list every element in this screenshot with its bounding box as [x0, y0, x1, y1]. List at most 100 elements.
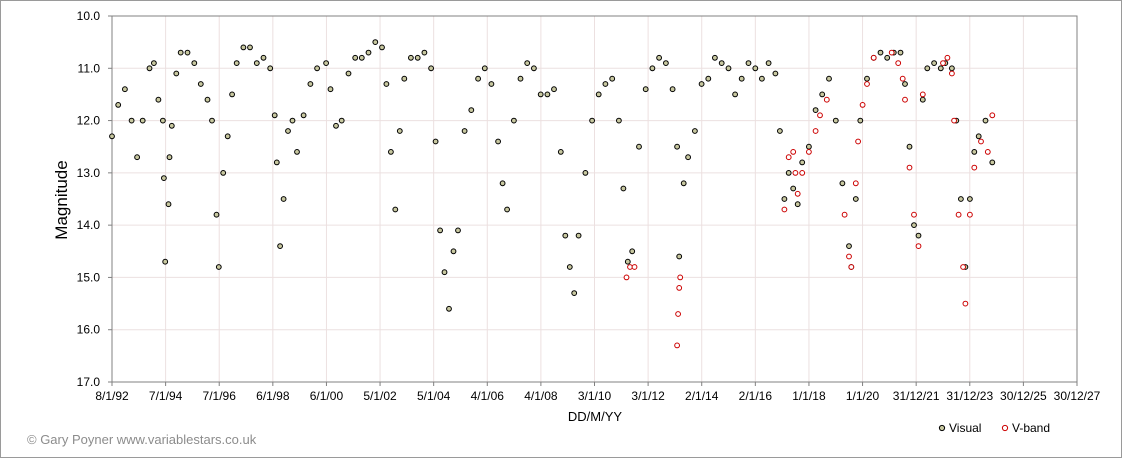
- visual-point: [365, 49, 372, 56]
- visual-point: [575, 232, 582, 239]
- visual-point: [437, 227, 444, 234]
- visual-point: [620, 185, 627, 192]
- visual-point: [300, 112, 307, 119]
- legend-vband-marker: [1001, 424, 1009, 432]
- visual-point: [649, 65, 656, 72]
- visual-point: [674, 143, 680, 150]
- visual-point: [450, 248, 457, 255]
- vband-point: [806, 149, 812, 155]
- visual-point: [461, 128, 468, 134]
- visual-point: [294, 149, 300, 155]
- visual-point: [806, 143, 812, 150]
- legend-vband-label: V-band: [1012, 421, 1050, 435]
- visual-point: [624, 258, 631, 265]
- visual-point: [338, 117, 345, 124]
- visual-point: [602, 81, 609, 87]
- x-tick-label: 31/12/21: [893, 389, 940, 403]
- y-tick-label: 10.0: [77, 9, 101, 23]
- vband-point: [951, 117, 957, 124]
- x-tick-label: 1/1/20: [846, 389, 880, 403]
- visual-point: [738, 75, 745, 82]
- visual-point: [379, 44, 385, 51]
- visual-point: [680, 180, 687, 187]
- legend-visual-marker: [938, 424, 946, 432]
- visual-point: [982, 117, 989, 124]
- vband-point: [984, 149, 991, 155]
- y-tick-label: 12.0: [77, 114, 101, 128]
- vband-point: [899, 75, 906, 82]
- visual-point: [155, 96, 162, 103]
- vband-point: [817, 112, 823, 119]
- vband-point: [675, 311, 681, 317]
- visual-point: [759, 75, 765, 82]
- x-tick-label: 1/1/18: [792, 389, 826, 403]
- vband-point: [911, 211, 917, 218]
- visual-point: [582, 170, 589, 176]
- grid: [112, 16, 1077, 382]
- vband-point: [676, 285, 683, 291]
- visual-point: [772, 70, 779, 77]
- visual-point: [260, 54, 267, 61]
- vband-point: [906, 164, 913, 171]
- vband-point: [919, 91, 926, 98]
- visual-point: [273, 159, 280, 166]
- visual-point: [475, 75, 482, 82]
- visual-point: [184, 49, 191, 56]
- visual-point: [396, 128, 403, 134]
- vband-point: [870, 54, 877, 61]
- visual-point: [745, 60, 752, 66]
- visual-point: [323, 60, 330, 66]
- visual-point: [636, 143, 642, 150]
- visual-point: [781, 196, 788, 202]
- visual-point: [906, 143, 913, 150]
- vband-point: [971, 164, 978, 171]
- visual-point: [799, 159, 806, 166]
- visual-point: [725, 65, 732, 72]
- x-tick-label: 4/1/08: [524, 389, 558, 403]
- visual-point: [571, 290, 578, 297]
- visual-point: [455, 227, 461, 234]
- vband-point: [949, 70, 955, 77]
- x-tick-label: 30/12/27: [1054, 389, 1101, 403]
- visual-point: [289, 117, 296, 124]
- visual-point: [428, 65, 435, 72]
- visual-point: [902, 81, 908, 87]
- visual-point: [924, 65, 931, 72]
- visual-point: [712, 54, 718, 61]
- visual-point: [209, 117, 215, 124]
- visual-point: [229, 91, 236, 98]
- visual-point: [280, 196, 287, 202]
- visual-point: [277, 243, 284, 250]
- visual-point: [388, 149, 394, 155]
- x-tick-label: 4/1/06: [471, 389, 505, 403]
- visual-point: [705, 75, 712, 82]
- visual-point: [314, 65, 321, 72]
- vband-point: [895, 60, 902, 66]
- visual-point: [517, 75, 524, 82]
- visual-point: [383, 81, 390, 87]
- vband-point: [841, 211, 848, 218]
- visual-point: [345, 70, 352, 77]
- vband-point: [623, 274, 630, 281]
- vband-point: [846, 253, 852, 260]
- x-tick-label: 7/1/94: [149, 389, 183, 403]
- visual-point: [122, 86, 128, 93]
- visual-point: [307, 81, 314, 87]
- visual-point: [488, 81, 495, 87]
- visual-point: [642, 86, 649, 93]
- visual-point: [676, 253, 683, 260]
- visual-point: [937, 65, 944, 72]
- visual-point: [812, 107, 819, 113]
- visual-point: [162, 258, 169, 265]
- visual-point: [253, 60, 260, 66]
- visual-point: [732, 91, 738, 98]
- visual-point: [911, 222, 917, 229]
- visual-point: [826, 75, 832, 82]
- vband-point: [812, 128, 819, 134]
- visual-point: [752, 65, 759, 72]
- visual-point: [233, 60, 240, 66]
- vband-point: [792, 170, 799, 176]
- x-axis-ticks: 8/1/92 7/1/94 7/1/96 6/1/98 6/1/00 5/1/02 5/1/…: [95, 382, 1101, 403]
- x-tick-label: 3/1/10: [578, 389, 612, 403]
- visual-point: [139, 117, 146, 124]
